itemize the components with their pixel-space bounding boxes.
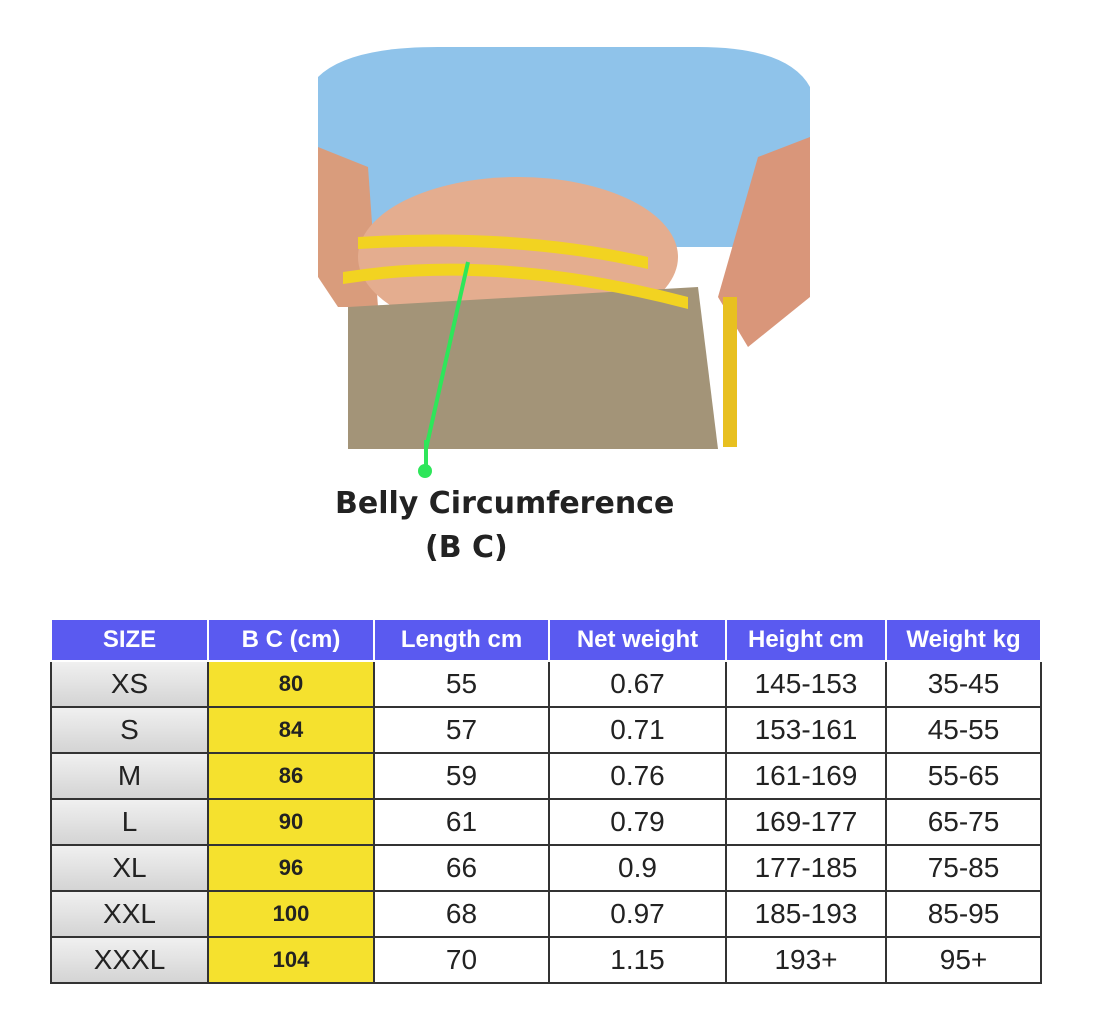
table-row: M 86 59 0.76 161-169 55-65	[50, 752, 1042, 800]
right-arm	[718, 137, 810, 347]
table-cell: 85-95	[885, 890, 1042, 938]
tape-bottom	[343, 263, 688, 309]
table-cell: 90	[207, 798, 375, 846]
table-cell: 55	[373, 660, 550, 708]
table-cell: 0.9	[548, 844, 727, 892]
table-cell: 68	[373, 890, 550, 938]
tape-end	[723, 297, 737, 447]
size-table: SIZE B C (cm) Length cm Net weight Height cm…	[50, 618, 1042, 984]
header-cell: Net weight	[548, 618, 727, 662]
table-cell: M	[50, 752, 209, 800]
header-cell: Height cm	[725, 618, 887, 662]
table-cell: 66	[373, 844, 550, 892]
table-body: SIZE B C (cm) Length cm Net weight Height cm…	[50, 618, 1042, 984]
table-cell: 169-177	[725, 798, 887, 846]
header-cell: Length cm	[373, 618, 550, 662]
table-cell: 193+	[725, 936, 887, 984]
table-row: XL 96 66 0.9 177-185 75-85	[50, 844, 1042, 892]
table-cell: 0.76	[548, 752, 727, 800]
header-cell: B C (cm)	[207, 618, 375, 662]
table-cell: XXL	[50, 890, 209, 938]
table-cell: 80	[207, 660, 375, 708]
table-cell: S	[50, 706, 209, 754]
table-cell: 70	[373, 936, 550, 984]
header-cell: SIZE	[50, 618, 209, 662]
table-cell: 59	[373, 752, 550, 800]
caption-line2: (B C)	[425, 530, 508, 565]
table-row: XXXL 104 70 1.15 193+ 95+	[50, 936, 1042, 984]
table-row: L 90 61 0.79 169-177 65-75	[50, 798, 1042, 846]
table-cell: L	[50, 798, 209, 846]
table-cell: 45-55	[885, 706, 1042, 754]
table-cell: 65-75	[885, 798, 1042, 846]
table-cell: 161-169	[725, 752, 887, 800]
table-cell: 0.97	[548, 890, 727, 938]
table-cell: 100	[207, 890, 375, 938]
header-cell: Weight kg	[885, 618, 1042, 662]
table-cell: 95+	[885, 936, 1042, 984]
table-cell: 75-85	[885, 844, 1042, 892]
pointer-line	[424, 261, 470, 449]
table-row: XS 80 55 0.67 145-153 35-45	[50, 660, 1042, 708]
pointer-dot	[418, 464, 432, 478]
table-row: S 84 57 0.71 153-161 45-55	[50, 706, 1042, 754]
table-cell: XL	[50, 844, 209, 892]
pointer	[418, 440, 432, 478]
pants	[348, 287, 718, 449]
header-row: SIZE B C (cm) Length cm Net weight Height cm…	[50, 618, 1042, 662]
tape-top	[358, 234, 648, 269]
table-cell: 185-193	[725, 890, 887, 938]
table-cell: 84	[207, 706, 375, 754]
table-cell: 86	[207, 752, 375, 800]
table-cell: 35-45	[885, 660, 1042, 708]
table-cell: 0.67	[548, 660, 727, 708]
table-row: XXL 100 68 0.97 185-193 85-95	[50, 890, 1042, 938]
table-cell: 153-161	[725, 706, 887, 754]
caption-line1: Belly Circumference	[335, 486, 675, 521]
table-cell: 177-185	[725, 844, 887, 892]
table-cell: 104	[207, 936, 375, 984]
table-cell: 0.79	[548, 798, 727, 846]
belly-photo	[318, 47, 810, 449]
table-cell: 55-65	[885, 752, 1042, 800]
table-cell: 145-153	[725, 660, 887, 708]
table-cell: 0.71	[548, 706, 727, 754]
table-cell: 57	[373, 706, 550, 754]
table-cell: 1.15	[548, 936, 727, 984]
table-cell: XS	[50, 660, 209, 708]
table-cell: 61	[373, 798, 550, 846]
table-cell: XXXL	[50, 936, 209, 984]
table-cell: 96	[207, 844, 375, 892]
